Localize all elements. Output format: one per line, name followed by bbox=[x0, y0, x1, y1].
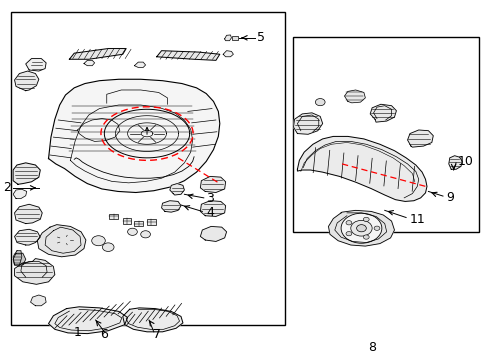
Bar bbox=[232, 36, 238, 40]
Polygon shape bbox=[223, 51, 233, 57]
Bar bbox=[147, 219, 156, 225]
Bar bbox=[11, 12, 285, 325]
Polygon shape bbox=[37, 225, 86, 257]
Polygon shape bbox=[15, 71, 39, 91]
Text: 9: 9 bbox=[446, 191, 453, 204]
Polygon shape bbox=[15, 229, 40, 245]
Polygon shape bbox=[13, 189, 27, 199]
Circle shape bbox=[141, 231, 150, 238]
Polygon shape bbox=[200, 176, 225, 193]
Polygon shape bbox=[293, 113, 322, 134]
Polygon shape bbox=[369, 104, 396, 122]
Polygon shape bbox=[31, 295, 46, 306]
Circle shape bbox=[356, 225, 366, 232]
Circle shape bbox=[315, 99, 325, 106]
Circle shape bbox=[102, 243, 114, 251]
Polygon shape bbox=[224, 35, 231, 41]
Polygon shape bbox=[69, 49, 126, 59]
Circle shape bbox=[373, 226, 379, 230]
Polygon shape bbox=[48, 79, 219, 193]
Polygon shape bbox=[15, 258, 55, 284]
Bar bbox=[134, 221, 143, 226]
Text: 4: 4 bbox=[206, 206, 214, 219]
Circle shape bbox=[346, 221, 351, 225]
Polygon shape bbox=[344, 90, 365, 103]
Circle shape bbox=[92, 236, 105, 246]
Polygon shape bbox=[328, 210, 394, 246]
Polygon shape bbox=[15, 204, 42, 224]
Text: 5: 5 bbox=[256, 31, 264, 44]
Text: 2: 2 bbox=[3, 181, 11, 194]
Text: 6: 6 bbox=[100, 328, 108, 341]
Bar bbox=[109, 213, 118, 219]
Polygon shape bbox=[13, 251, 22, 265]
Polygon shape bbox=[161, 201, 181, 212]
Circle shape bbox=[363, 217, 368, 221]
Polygon shape bbox=[48, 307, 127, 334]
Bar bbox=[292, 37, 478, 232]
Circle shape bbox=[346, 231, 351, 236]
Text: 8: 8 bbox=[367, 341, 375, 354]
Polygon shape bbox=[407, 130, 432, 147]
Bar bbox=[122, 218, 131, 224]
Circle shape bbox=[350, 220, 371, 236]
Polygon shape bbox=[169, 184, 184, 195]
Polygon shape bbox=[200, 201, 225, 216]
Polygon shape bbox=[134, 62, 145, 67]
Polygon shape bbox=[13, 163, 40, 184]
Polygon shape bbox=[200, 226, 226, 242]
Text: 10: 10 bbox=[457, 155, 472, 168]
Polygon shape bbox=[84, 60, 95, 66]
Text: 3: 3 bbox=[206, 192, 214, 205]
Circle shape bbox=[363, 235, 368, 239]
Polygon shape bbox=[297, 136, 426, 202]
Text: 11: 11 bbox=[409, 213, 425, 226]
Text: 1: 1 bbox=[74, 327, 81, 339]
Polygon shape bbox=[13, 253, 26, 265]
Text: 7: 7 bbox=[152, 328, 161, 341]
Polygon shape bbox=[26, 59, 46, 71]
Circle shape bbox=[127, 228, 137, 235]
Circle shape bbox=[341, 213, 381, 243]
Polygon shape bbox=[448, 156, 462, 169]
Polygon shape bbox=[157, 51, 219, 60]
Polygon shape bbox=[122, 308, 183, 332]
